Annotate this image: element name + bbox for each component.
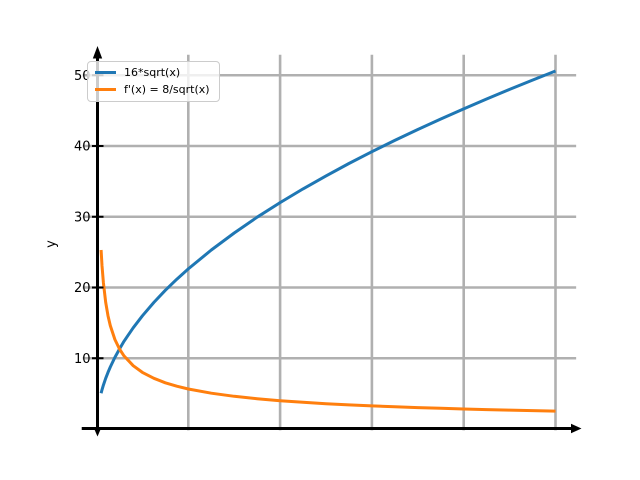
y-tick-label: 20 (74, 281, 91, 296)
y-tick-label: 40 (74, 140, 91, 155)
series-line-1 (99, 249, 556, 413)
y-tick-label: 30 (74, 210, 91, 225)
legend-item-0: 16*sqrt(x) (95, 66, 210, 79)
legend-line-sample-1 (95, 88, 116, 91)
x-axis-arrowhead-icon (571, 423, 582, 434)
legend-item-1: f'(x) = 8/sqrt(x) (95, 83, 210, 96)
legend: 16*sqrt(x) f'(x) = 8/sqrt(x) (87, 61, 220, 102)
series-line-0 (99, 69, 557, 394)
y-tick-label: 50 (74, 69, 91, 84)
y-axis-label: y (44, 240, 59, 248)
y-tick-label: 10 (74, 352, 91, 367)
legend-label-0: 16*sqrt(x) (124, 66, 181, 79)
y-axis-top-arrowhead-icon (92, 46, 103, 59)
y-axis-bottom-arrowhead-icon (93, 427, 102, 437)
legend-line-sample-0 (95, 71, 116, 74)
legend-label-1: f'(x) = 8/sqrt(x) (124, 83, 210, 96)
